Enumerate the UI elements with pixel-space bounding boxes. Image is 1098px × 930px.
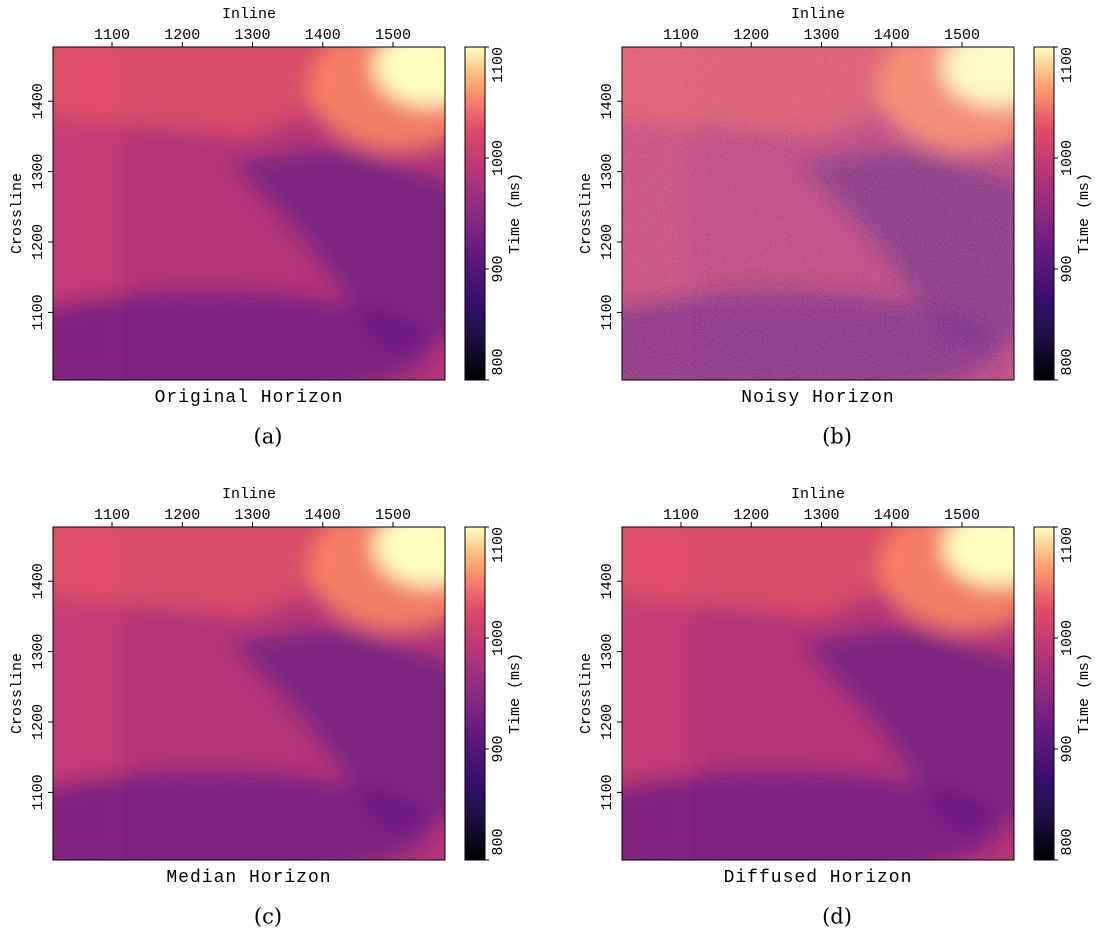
y-tick-label: 1400 <box>30 83 47 119</box>
x-tick-label: 1400 <box>874 507 910 524</box>
colorbar-tick-label: 900 <box>490 735 507 762</box>
heatmap-image <box>53 47 445 380</box>
x-tick-label: 1500 <box>375 507 411 524</box>
panel: 1100 1200 1300 1400 1500 1100 1200 1300 1400 Inli… <box>578 6 1093 449</box>
x-tick-label: 1100 <box>663 27 699 44</box>
panel: 1100 1200 1300 1400 1500 1100 1200 1300 1400 Inli… <box>578 486 1093 929</box>
colorbar-tick-label: 800 <box>490 828 507 855</box>
x-tick-label: 1500 <box>375 27 411 44</box>
colorbar-label: Time (ms) <box>1076 173 1093 254</box>
x-tick-label: 1100 <box>94 27 130 44</box>
x-tick-label: 1200 <box>733 27 769 44</box>
panel-caption: (c) <box>254 905 282 929</box>
y-tick-label: 1300 <box>599 154 616 190</box>
x-tick-label: 1400 <box>305 507 341 524</box>
x-axis-label: Inline <box>791 6 845 23</box>
y-tick-label: 1400 <box>30 563 47 599</box>
panel-title: Diffused Horizon <box>724 868 913 888</box>
x-axis-label: Inline <box>791 486 845 503</box>
y-tick-label: 1200 <box>599 224 616 260</box>
panel: 1100 1200 1300 1400 1500 1100 1200 1300 1400 Inli… <box>9 6 524 449</box>
colorbar-tick-label: 800 <box>1059 348 1076 375</box>
panel-caption: (b) <box>822 425 852 449</box>
y-axis-label: Crossline <box>578 173 595 254</box>
y-tick-label: 1100 <box>599 294 616 330</box>
panel-caption: (d) <box>822 905 852 929</box>
x-tick-label: 1200 <box>164 507 200 524</box>
y-tick-label: 1300 <box>599 634 616 670</box>
x-tick-label: 1300 <box>235 507 271 524</box>
panel-title: Median Horizon <box>166 868 331 888</box>
colorbar-tick-label: 1000 <box>490 620 507 656</box>
colorbar-tick-label: 1100 <box>490 47 507 83</box>
y-tick-label: 1100 <box>30 774 47 810</box>
colorbar-tick-label: 900 <box>490 255 507 282</box>
y-tick-label: 1200 <box>30 704 47 740</box>
colorbar <box>1033 46 1055 381</box>
plot-frame <box>621 46 1015 381</box>
y-tick-label: 1100 <box>599 774 616 810</box>
y-axis-label: Crossline <box>578 653 595 734</box>
x-tick-label: 1500 <box>944 507 980 524</box>
x-tick-label: 1300 <box>804 27 840 44</box>
x-tick-label: 1300 <box>804 507 840 524</box>
colorbar-tick-label: 1000 <box>490 140 507 176</box>
panel: 1100 1200 1300 1400 1500 1100 1200 1300 1400 Inli… <box>9 486 524 929</box>
x-axis-label: Inline <box>222 486 276 503</box>
x-tick-label: 1300 <box>235 27 271 44</box>
heatmap-image <box>622 47 1014 380</box>
colorbar <box>1033 526 1055 861</box>
x-tick-label: 1200 <box>733 507 769 524</box>
colorbar-tick-label: 800 <box>1059 828 1076 855</box>
colorbar-tick-label: 800 <box>490 348 507 375</box>
y-axis-label: Crossline <box>9 173 26 254</box>
colorbar <box>464 46 486 381</box>
plot-frame <box>52 526 446 861</box>
colorbar-label: Time (ms) <box>507 173 524 254</box>
panel-title: Original Horizon <box>155 388 344 408</box>
colorbar-tick-label: 1000 <box>1059 620 1076 656</box>
colorbar-label: Time (ms) <box>1076 653 1093 734</box>
y-tick-label: 1400 <box>599 563 616 599</box>
x-tick-label: 1200 <box>164 27 200 44</box>
panel-caption: (a) <box>254 425 283 449</box>
x-tick-label: 1100 <box>663 507 699 524</box>
plot-frame <box>621 526 1015 861</box>
colorbar-tick-label: 900 <box>1059 255 1076 282</box>
colorbar-tick-label: 900 <box>1059 735 1076 762</box>
y-tick-label: 1300 <box>30 154 47 190</box>
plot-frame <box>52 46 446 381</box>
y-tick-label: 1100 <box>30 294 47 330</box>
y-axis-label: Crossline <box>9 653 26 734</box>
colorbar-label: Time (ms) <box>507 653 524 734</box>
heatmap-image <box>622 527 1014 860</box>
colorbar <box>464 526 486 861</box>
y-tick-label: 1200 <box>30 224 47 260</box>
y-tick-label: 1400 <box>599 83 616 119</box>
colorbar-tick-label: 1100 <box>1059 47 1076 83</box>
y-tick-label: 1300 <box>30 634 47 670</box>
colorbar-tick-label: 1100 <box>1059 527 1076 563</box>
x-tick-label: 1500 <box>944 27 980 44</box>
x-axis-label: Inline <box>222 6 276 23</box>
x-tick-label: 1400 <box>305 27 341 44</box>
colorbar-tick-label: 1100 <box>490 527 507 563</box>
panel-title: Noisy Horizon <box>741 388 894 408</box>
heatmap-image <box>53 527 445 860</box>
colorbar-tick-label: 1000 <box>1059 140 1076 176</box>
y-tick-label: 1200 <box>599 704 616 740</box>
x-tick-label: 1100 <box>94 507 130 524</box>
x-tick-label: 1400 <box>874 27 910 44</box>
